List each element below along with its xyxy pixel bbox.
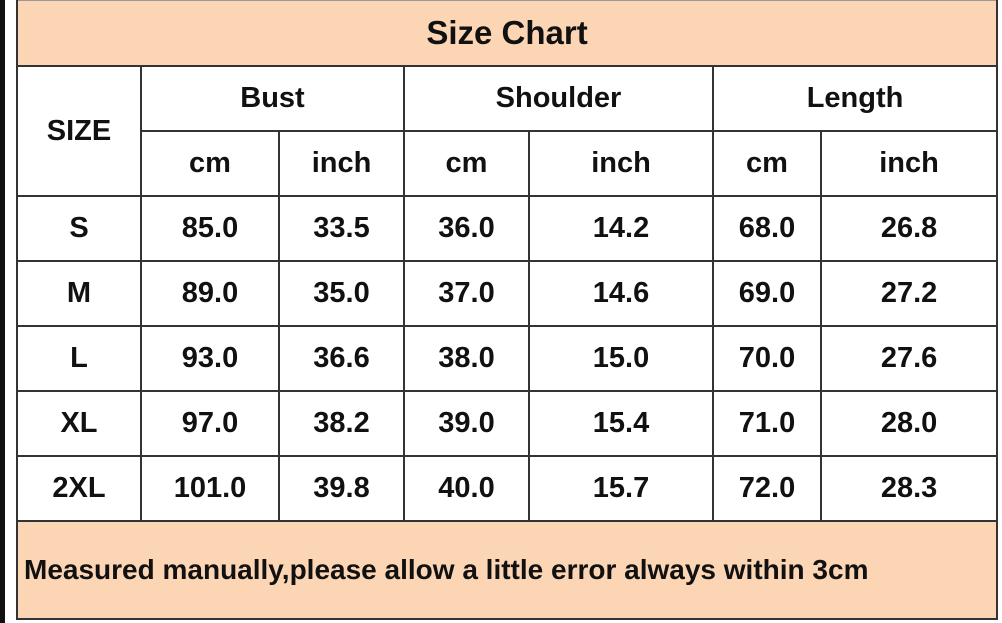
measurement-cell: 36.6 bbox=[278, 325, 405, 392]
measurement-cell: 39.8 bbox=[278, 455, 405, 522]
measurement-cell: 72.0 bbox=[712, 455, 822, 522]
measurement-note: Measured manually,please allow a little … bbox=[15, 520, 999, 620]
measurement-cell: 40.0 bbox=[403, 455, 530, 522]
measurement-cell: 27.2 bbox=[819, 260, 999, 327]
table-row: XL 97.0 38.2 39.0 15.4 71.0 28.0 bbox=[16, 390, 999, 457]
measurement-cell: 15.7 bbox=[528, 455, 714, 522]
group-header-shoulder: Shoulder bbox=[403, 65, 714, 132]
size-header: SIZE bbox=[16, 65, 142, 197]
size-label: L bbox=[16, 325, 142, 392]
table-row: S 85.0 33.5 36.0 14.2 68.0 26.8 bbox=[16, 195, 999, 262]
measurement-cell: 89.0 bbox=[140, 260, 280, 327]
measurement-cell: 26.8 bbox=[819, 195, 999, 262]
measurement-cell: 69.0 bbox=[712, 260, 822, 327]
measurement-cell: 28.0 bbox=[819, 390, 999, 457]
group-header-bust: Bust bbox=[140, 65, 405, 132]
unit-header: inch bbox=[819, 130, 999, 197]
measurement-cell: 97.0 bbox=[140, 390, 280, 457]
group-header-length: Length bbox=[711, 65, 999, 132]
size-label: 2XL bbox=[16, 455, 142, 522]
measurement-cell: 101.0 bbox=[140, 455, 280, 522]
measurement-cell: 36.0 bbox=[403, 195, 530, 262]
measurement-cell: 68.0 bbox=[712, 195, 822, 262]
size-label: M bbox=[16, 260, 142, 327]
measurement-cell: 70.0 bbox=[712, 325, 822, 392]
table-row: M 89.0 35.0 37.0 14.6 69.0 27.2 bbox=[16, 260, 999, 327]
measurement-cell: 71.0 bbox=[712, 390, 822, 457]
size-label: XL bbox=[16, 390, 142, 457]
measurement-cell: 14.6 bbox=[528, 260, 714, 327]
measurement-cell: 15.0 bbox=[528, 325, 714, 392]
measurement-cell: 85.0 bbox=[140, 195, 280, 262]
unit-header: inch bbox=[278, 130, 405, 197]
table-row: 2XL 101.0 39.8 40.0 15.7 72.0 28.3 bbox=[16, 455, 999, 522]
measurement-cell: 27.6 bbox=[819, 325, 999, 392]
unit-header: cm bbox=[140, 130, 280, 197]
measurement-cell: 38.2 bbox=[278, 390, 405, 457]
size-chart-table: Size Chart SIZE Bust Shoulder Length cm … bbox=[15, 0, 999, 620]
measurement-cell: 14.2 bbox=[528, 195, 714, 262]
chart-title: Size Chart bbox=[15, 0, 999, 67]
unit-header: inch bbox=[528, 130, 714, 197]
table-row: L 93.0 36.6 38.0 15.0 70.0 27.6 bbox=[16, 325, 999, 392]
measurement-cell: 93.0 bbox=[140, 325, 280, 392]
unit-header: cm bbox=[712, 130, 822, 197]
size-label: S bbox=[16, 195, 142, 262]
measurement-cell: 37.0 bbox=[403, 260, 530, 327]
unit-header: cm bbox=[403, 130, 530, 197]
measurement-cell: 33.5 bbox=[278, 195, 405, 262]
measurement-cell: 15.4 bbox=[528, 390, 714, 457]
measurement-cell: 38.0 bbox=[403, 325, 530, 392]
left-edge-bar bbox=[0, 0, 5, 623]
measurement-cell: 39.0 bbox=[403, 390, 530, 457]
measurement-cell: 35.0 bbox=[278, 260, 405, 327]
measurement-cell: 28.3 bbox=[819, 455, 999, 522]
